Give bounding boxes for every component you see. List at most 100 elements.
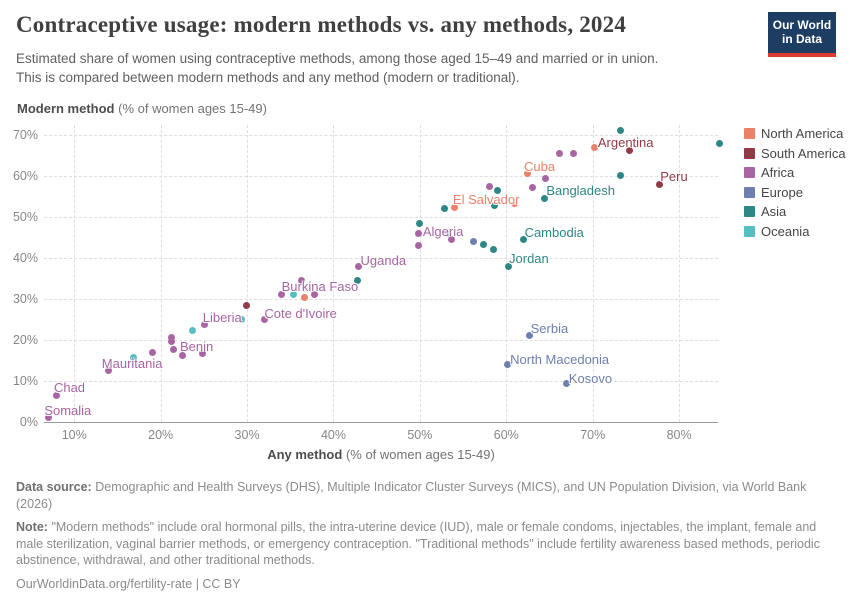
legend-item-europe[interactable]: Europe	[744, 183, 846, 203]
country-label: Somalia	[44, 402, 92, 418]
data-point[interactable]	[300, 294, 308, 302]
data-point[interactable]	[355, 263, 363, 271]
data-point[interactable]	[511, 199, 519, 207]
data-point[interactable]	[242, 302, 250, 310]
chart-footer: Data source: Demographic and Health Surv…	[16, 479, 836, 599]
data-point[interactable]	[520, 236, 528, 244]
data-point[interactable]	[450, 204, 458, 212]
citation-link-line[interactable]: OurWorldinData.org/fertility-rate | CC B…	[16, 576, 241, 591]
y-gridline	[44, 216, 718, 218]
legend-item-oceania[interactable]: Oceania	[744, 222, 846, 242]
data-point[interactable]	[716, 140, 724, 148]
data-point[interactable]	[189, 327, 197, 335]
data-point[interactable]	[290, 291, 298, 299]
country-label: El Salvador	[452, 192, 520, 208]
x-tick-label: 10%	[61, 428, 87, 442]
data-point[interactable]	[489, 246, 497, 254]
x-tick-label: 60%	[493, 428, 519, 442]
subtitle-line-1: Estimated share of women using contracep…	[16, 51, 659, 66]
data-point[interactable]	[503, 361, 511, 369]
data-point[interactable]	[540, 194, 548, 202]
legend-item-south-america[interactable]: South America	[744, 144, 846, 164]
chart-area: 10% 20% 30% 40% 50% 60% 70% 80% 0% 10% 20% 30% 40% 50…	[13, 125, 724, 442]
y-axis-title: Modern method (% of women ages 15-49)	[17, 101, 267, 116]
country-label: Uganda	[360, 252, 407, 268]
x-gridline	[679, 125, 681, 422]
data-point[interactable]	[53, 391, 61, 399]
note-line: Note: "Modern methods" include oral horm…	[16, 519, 836, 569]
legend-item-north-america[interactable]: North America	[744, 124, 846, 144]
y-tick-label: 70%	[12, 127, 38, 142]
data-point[interactable]	[563, 380, 571, 388]
data-point[interactable]	[490, 202, 498, 210]
data-point[interactable]	[414, 242, 422, 250]
note-label: Note:	[16, 520, 48, 534]
data-point[interactable]	[148, 348, 156, 356]
data-point[interactable]	[655, 180, 663, 188]
data-point[interactable]	[494, 186, 502, 194]
y-gridline	[44, 257, 718, 259]
data-point[interactable]	[129, 354, 137, 362]
data-point[interactable]	[440, 205, 448, 213]
data-point[interactable]	[528, 184, 536, 192]
data-point[interactable]	[298, 276, 305, 284]
x-axis-title-rest: (% of women ages 15-49)	[342, 447, 495, 462]
data-point[interactable]	[469, 238, 477, 246]
x-gridline	[419, 125, 421, 422]
legend: North America South America Africa Europe As…	[744, 124, 846, 241]
y-tick-label: 0%	[19, 415, 38, 429]
data-point[interactable]	[590, 144, 598, 152]
data-point[interactable]	[168, 338, 176, 346]
data-point[interactable]	[448, 235, 456, 243]
owid-logo[interactable]: Our World in Data	[768, 12, 836, 57]
legend-label: Africa	[761, 165, 795, 181]
data-point[interactable]	[354, 277, 362, 285]
legend-swatch	[744, 206, 755, 218]
data-point[interactable]	[414, 229, 422, 237]
data-point[interactable]	[616, 127, 624, 135]
data-point[interactable]	[310, 291, 318, 299]
data-point[interactable]	[444, 229, 452, 237]
data-point[interactable]	[485, 183, 493, 191]
legend-item-africa[interactable]: Africa	[744, 163, 846, 183]
data-point[interactable]	[168, 333, 176, 341]
data-point[interactable]	[626, 146, 634, 154]
y-axis-title-bold: Modern method	[17, 101, 115, 116]
country-label: Chad	[53, 380, 86, 396]
data-point[interactable]	[504, 262, 512, 270]
data-point[interactable]	[238, 315, 246, 323]
y-tick-label: 10%	[12, 373, 38, 388]
data-point[interactable]	[260, 315, 268, 323]
y-tick-label: 30%	[12, 291, 38, 306]
data-point[interactable]	[416, 220, 424, 228]
data-point[interactable]	[278, 291, 286, 299]
country-label: Benin	[179, 339, 214, 355]
data-point[interactable]	[616, 172, 624, 180]
data-point[interactable]	[44, 414, 52, 422]
note-text: "Modern methods" include oral hormonal p…	[16, 520, 820, 567]
data-point[interactable]	[199, 349, 207, 357]
x-axis-title: Any method (% of women ages 15-49)	[0, 447, 762, 462]
y-gridline	[44, 380, 718, 382]
data-point[interactable]	[570, 150, 578, 158]
data-point[interactable]	[480, 241, 488, 249]
country-label: Mauritania	[101, 355, 163, 371]
x-tick-label: 40%	[320, 428, 346, 442]
data-point[interactable]	[178, 351, 186, 359]
legend-label: South America	[761, 145, 846, 161]
data-point[interactable]	[556, 150, 564, 158]
country-label: North Macedonia	[510, 351, 610, 367]
country-label: Peru	[660, 169, 688, 185]
x-tick-label: 30%	[234, 428, 260, 442]
data-source-label: Data source:	[16, 480, 92, 494]
data-point[interactable]	[170, 346, 178, 354]
legend-label: Asia	[761, 204, 787, 220]
data-point[interactable]	[526, 331, 534, 339]
data-point[interactable]	[541, 175, 549, 183]
country-label: Serbia	[530, 321, 569, 337]
country-label: Liberia	[202, 309, 242, 325]
data-point[interactable]	[201, 321, 209, 329]
data-point[interactable]	[523, 170, 531, 178]
data-point[interactable]	[105, 367, 113, 375]
legend-item-asia[interactable]: Asia	[744, 202, 846, 222]
